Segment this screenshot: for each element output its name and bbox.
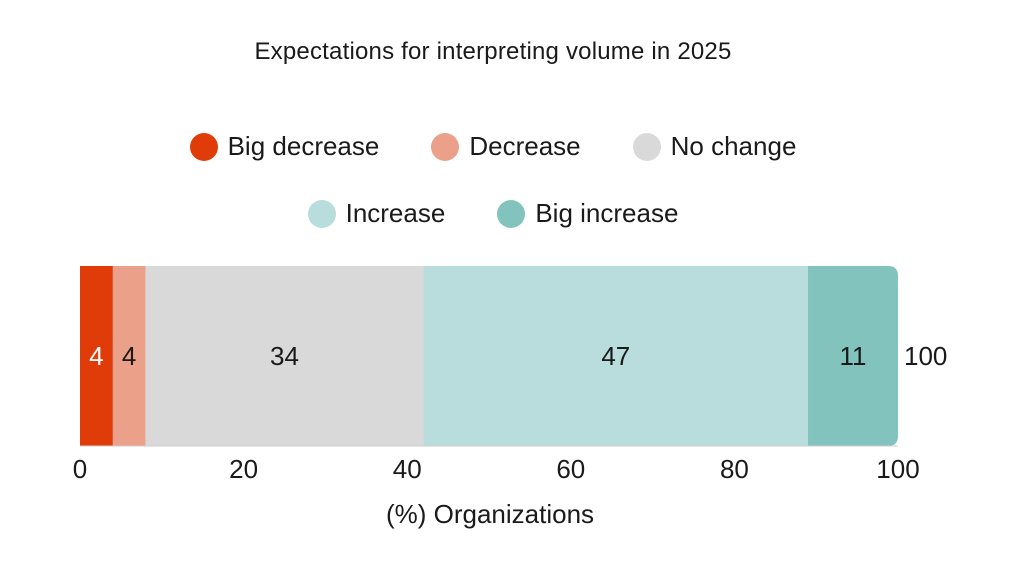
- data-label-big-increase: 11: [840, 341, 867, 371]
- legend-label: Big increase: [535, 198, 679, 228]
- x-tick-label: 100: [876, 454, 919, 484]
- legend-label: Decrease: [469, 131, 581, 161]
- legend-item-big-increase: Big increase: [497, 198, 678, 229]
- data-label-no-change: 34: [270, 341, 299, 371]
- bar-segment-decrease: [112, 266, 146, 446]
- data-label-decrease: 4: [122, 341, 136, 371]
- chart-title: Expectations for interpreting volume in …: [254, 38, 732, 65]
- x-tick-label: 0: [73, 454, 87, 484]
- legend-swatch: [632, 132, 661, 161]
- legend-label: No change: [670, 131, 797, 161]
- x-tick-label: 60: [556, 454, 585, 484]
- total-label: 100: [904, 341, 947, 371]
- bar-segment-no-change: [145, 266, 425, 446]
- legend-item-no-change: No change: [632, 131, 797, 162]
- legend-item-decrease: Decrease: [431, 131, 581, 162]
- bar-segment-big-increase: [808, 266, 898, 446]
- legend-swatch: [307, 199, 336, 228]
- legend-swatch: [431, 132, 460, 161]
- bar-segment-increase: [423, 266, 809, 446]
- legend-row-2: Increase Big increase: [0, 198, 986, 229]
- legend-swatch: [497, 199, 526, 228]
- legend-item-increase: Increase: [307, 198, 446, 229]
- legend-label: Big decrease: [227, 131, 380, 161]
- data-label-big-decrease: 4: [89, 341, 103, 371]
- legend-swatch: [189, 132, 218, 161]
- bar-segment-big-decrease: [80, 266, 114, 446]
- data-label-increase: 47: [601, 341, 630, 371]
- x-tick-label: 40: [393, 454, 422, 484]
- x-tick-label: 20: [229, 454, 258, 484]
- x-tick-label: 80: [720, 454, 749, 484]
- legend-row-1: Big decrease Decrease No change: [0, 131, 986, 162]
- legend-label: Increase: [345, 198, 446, 228]
- x-axis-title: (%) Organizations: [385, 499, 595, 529]
- legend-item-big-decrease: Big decrease: [189, 131, 380, 162]
